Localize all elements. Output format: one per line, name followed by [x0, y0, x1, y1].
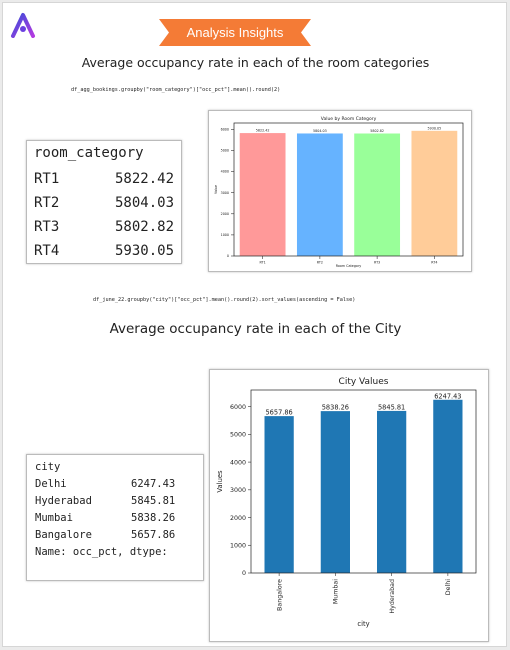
x-tick-label: Bangalore [276, 579, 283, 611]
table-row: RT1 5822.42 [34, 171, 175, 187]
table-row: Bangalore 5657.86 [35, 529, 176, 541]
bar [264, 416, 294, 573]
bar [239, 133, 286, 256]
city-output-table: city Delhi 6247.43 Hyderabad 5845.81 Mumba… [26, 454, 204, 581]
y-tick-label: 0 [242, 570, 246, 577]
bar [411, 130, 458, 256]
bar [354, 133, 401, 256]
x-tick-label: Hyderabad [389, 579, 396, 614]
data-label: 5838.26 [322, 404, 349, 412]
chart-title: Value by Room Category [321, 116, 377, 122]
x-tick-label: RT2 [317, 260, 323, 264]
x-tick-label: Mumbai [333, 579, 340, 604]
y-tick-label: 3000 [221, 191, 229, 195]
badge-label: Analysis Insights [186, 25, 284, 40]
y-tick-label: 4000 [230, 459, 246, 466]
x-tick-label: RT3 [374, 260, 380, 264]
table-footer: Name: occ_pct, dtype: [35, 546, 168, 558]
x-axis-label: Room Category [336, 264, 362, 268]
chart-title: City Values [339, 377, 389, 387]
table-row: RT4 5930.05 [34, 243, 175, 259]
brand-logo-icon [11, 13, 35, 38]
room-category-heading: Average occupancy rate in each of the ro… [81, 55, 430, 70]
y-tick-label: 2000 [230, 515, 246, 522]
data-label: 5845.81 [378, 403, 405, 411]
city-code: df_june_22.groupby("city")["occ_pct"].me… [93, 297, 356, 303]
y-tick-label: 2000 [221, 212, 229, 216]
city-heading: Average occupancy rate in each of the Ci… [109, 321, 402, 337]
data-label: 6247.43 [434, 392, 461, 400]
room-category-code: df_agg_bookings.groupby("room_category")… [71, 87, 281, 93]
table-row: RT3 5802.82 [34, 219, 175, 235]
y-tick-label: 1000 [221, 233, 229, 237]
table-row: Hyderabad 5845.81 [35, 495, 176, 507]
y-tick-label: 5000 [221, 149, 229, 153]
table-header: room_category [34, 145, 144, 161]
x-tick-label: RT1 [260, 260, 266, 264]
city-chart-panel: City Values 0 1000 2000 3000 4000 5000 6000 5657… [209, 369, 489, 642]
data-label: 5802.82 [370, 129, 384, 133]
plot-frame [233, 122, 464, 257]
data-label: 5657.86 [265, 409, 292, 417]
room-category-output-table: room_category RT1 5822.42 RT2 5804.03 RT3 5… [26, 140, 182, 264]
city-bar-chart: City Values 0 1000 2000 3000 4000 5000 6000 5657… [216, 377, 477, 628]
data-label: 5804.03 [313, 129, 327, 133]
table-row: Mumbai 5838.26 [35, 512, 176, 524]
y-tick-label: 6000 [221, 127, 229, 131]
y-axis-label: Values [216, 470, 224, 493]
y-tick-label: 3000 [230, 487, 246, 494]
bar [296, 133, 343, 256]
data-label: 5822.42 [256, 129, 270, 133]
y-tick-label: 5000 [230, 432, 246, 439]
plot-frame [250, 389, 477, 574]
y-tick-label: 4000 [221, 170, 229, 174]
data-label: 5930.05 [428, 126, 442, 130]
bar [433, 399, 463, 573]
x-tick-label: Delhi [445, 579, 452, 595]
y-tick-label: 6000 [230, 404, 246, 411]
y-tick-label: 0 [227, 254, 229, 258]
table-row: RT2 5804.03 [34, 195, 175, 211]
bar [377, 410, 407, 573]
x-tick-label: RT4 [431, 260, 437, 264]
table-row: Delhi 6247.43 [35, 478, 176, 490]
room-category-bar-chart: Value by Room Category 0 1000 2000 3000 4000 5… [214, 116, 464, 268]
table-header: city [35, 461, 61, 473]
analysis-insights-badge: Analysis Insights [159, 19, 311, 46]
bar [320, 411, 350, 573]
y-axis-label: Value [214, 185, 218, 194]
y-tick-label: 1000 [230, 542, 246, 549]
x-axis-label: city [357, 620, 369, 628]
room-category-chart-panel: Value by Room Category 0 1000 2000 3000 4000 5… [208, 110, 472, 272]
